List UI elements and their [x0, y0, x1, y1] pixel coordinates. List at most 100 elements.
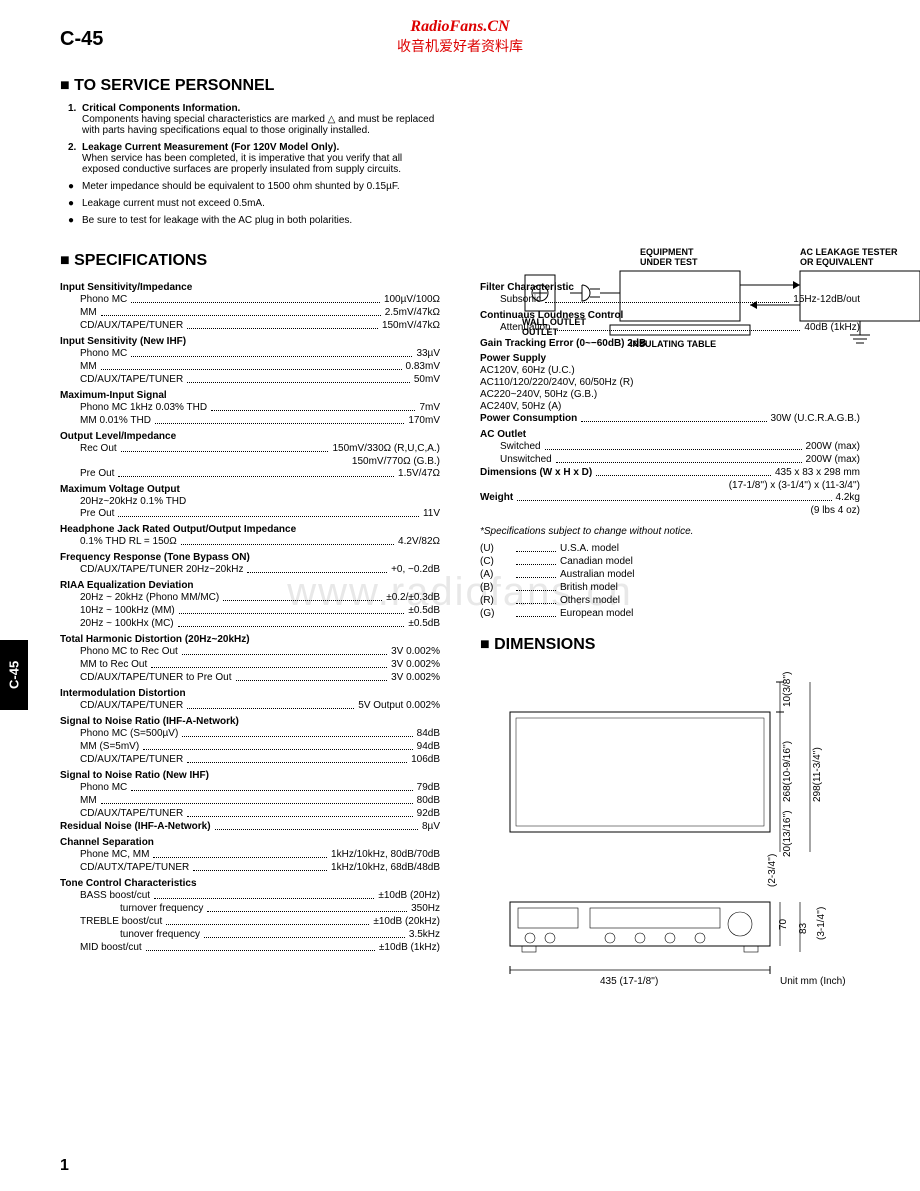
svg-text:435 (17-1/8''): 435 (17-1/8'') — [600, 976, 658, 987]
watermark-header: RadioFans.CN 收音机爱好者资料库 — [0, 18, 920, 56]
spec-row: Power Consumption30W (U.C.R.A.G.B.) — [480, 413, 860, 425]
spec-row: 0.1% THD RL = 150Ω4.2V/82Ω — [60, 536, 440, 548]
specs-left-column: Input Sensitivity/ImpedancePhono MC100µV… — [60, 278, 440, 1002]
spec-row: MM2.5mV/47kΩ — [60, 307, 440, 319]
spec-group: Tone Control Characteristics — [60, 878, 440, 889]
svg-text:UNDER TEST: UNDER TEST — [640, 257, 698, 267]
spec-row: CD/AUX/TAPE/TUNER92dB — [60, 808, 440, 820]
spec-row: MID boost/cut±10dB (1kHz) — [60, 942, 440, 954]
spec-group: Power Supply — [480, 353, 860, 364]
spec-row: 20Hz~20kHz 0.1% THD — [60, 496, 440, 507]
spec-row: BASS boost/cut±10dB (20Hz) — [60, 890, 440, 902]
svg-text:268(10-9/16''): 268(10-9/16'') — [782, 741, 793, 802]
spec-row: Phono MC79dB — [60, 782, 440, 794]
spec-group: Gain Tracking Error (0~−60dB) 2dB — [480, 338, 860, 349]
spec-row: MM (S=5mV)94dB — [60, 741, 440, 753]
spec-plain: AC240V, 50Hz (A) — [480, 401, 860, 412]
spec-row: Weight4.2kg — [480, 492, 860, 504]
spec-row: Phono MC 1kHz 0.03% THD7mV — [60, 402, 440, 414]
spec-group: Frequency Response (Tone Bypass ON) — [60, 552, 440, 563]
spec-row: Rec Out150mV/330Ω (R,U,C,A.) — [60, 443, 440, 455]
dimensions-diagram: 10(3/8'') 268(10-9/16'') 298(11-3/4'') 2… — [480, 662, 880, 1002]
spec-value-only: (17-1/8'') x (3-1/4'') x (11-3/4'') — [480, 480, 860, 491]
svg-text:70: 70 — [778, 918, 789, 930]
spec-row: CD/AUX/TAPE/TUNER106dB — [60, 754, 440, 766]
spec-row: CD/AUX/TAPE/TUNER 20Hz~20kHz+0, −0.2dB — [60, 564, 440, 576]
spec-row: CD/AUX/TAPE/TUNER5V Output 0.002% — [60, 700, 440, 712]
specs-right-column: Filter CharacteristicSubsonic15Hz-12dB/o… — [480, 278, 860, 1002]
spec-group: Intermodulation Distortion — [60, 688, 440, 699]
spec-group: Maximum Voltage Output — [60, 484, 440, 495]
spec-row: MM80dB — [60, 795, 440, 807]
spec-row: 10Hz ~ 100kHz (MM)±0.5dB — [60, 605, 440, 617]
spec-note: *Specifications subject to change withou… — [480, 526, 860, 537]
svg-text:83: 83 — [798, 922, 809, 934]
model-code-row: (C)Canadian model — [480, 556, 860, 568]
spec-row: Dimensions (W x H x D)435 x 83 x 298 mm — [480, 467, 860, 479]
spec-row: Subsonic15Hz-12dB/out — [480, 294, 860, 306]
service-item: ●Leakage current must not exceed 0.5mA. — [68, 198, 438, 209]
spec-group: Output Level/Impedance — [60, 431, 440, 442]
svg-text:(3-1/4''): (3-1/4'') — [816, 907, 827, 940]
page-number: 1 — [60, 1157, 69, 1175]
spec-group: AC Outlet — [480, 429, 860, 440]
svg-text:10(3/8''): 10(3/8'') — [782, 671, 793, 707]
svg-text:OR EQUIVALENT: OR EQUIVALENT — [800, 257, 874, 267]
spec-row: Switched200W (max) — [480, 441, 860, 453]
spec-row: Residual Noise (IHF-A-Network)8µV — [60, 821, 440, 833]
spec-row: Phono MC33µV — [60, 348, 440, 360]
svg-text:(2-3/4''): (2-3/4'') — [767, 854, 778, 887]
spec-group: Headphone Jack Rated Output/Output Imped… — [60, 524, 440, 535]
model-code-row: (U)U.S.A. model — [480, 543, 860, 555]
watermark-line1: RadioFans.CN — [0, 18, 920, 36]
spec-plain: AC120V, 60Hz (U.C.) — [480, 365, 860, 376]
spec-group: Input Sensitivity (New IHF) — [60, 336, 440, 347]
spec-row: Phono MC to Rec Out3V 0.002% — [60, 646, 440, 658]
spec-group: Maximum-Input Signal — [60, 390, 440, 401]
service-heading: TO SERVICE PERSONNEL — [60, 77, 880, 95]
spec-row: Pre Out11V — [60, 508, 440, 520]
watermark-line2: 收音机爱好者资料库 — [0, 36, 920, 56]
spec-row: turnover frequency350Hz — [60, 903, 440, 915]
spec-row: MM to Rec Out3V 0.002% — [60, 659, 440, 671]
spec-group: Total Harmonic Distortion (20Hz~20kHz) — [60, 634, 440, 645]
spec-row: 20Hz ~ 20kHz (Phono MM/MC)±0.2/±0.3dB — [60, 592, 440, 604]
svg-text:298(11-3/4''): 298(11-3/4'') — [812, 747, 823, 802]
svg-text:20(13/16''): 20(13/16'') — [782, 810, 793, 857]
spec-value-only: (9 lbs 4 oz) — [480, 505, 860, 516]
spec-group: Signal to Noise Ratio (New IHF) — [60, 770, 440, 781]
spec-group: Continuaus Loudness Control — [480, 310, 860, 321]
model-code-row: (B)British model — [480, 582, 860, 594]
spec-row: Phono MC (S=500µV)84dB — [60, 728, 440, 740]
svg-text:Unit mm (Inch): Unit mm (Inch) — [780, 976, 846, 987]
spec-value-only: 150mV/770Ω (G.B.) — [60, 456, 440, 467]
spec-row: TREBLE boost/cut±10dB (20kHz) — [60, 916, 440, 928]
svg-text:AC LEAKAGE TESTER: AC LEAKAGE TESTER — [800, 247, 898, 257]
spec-row: Pre Out1.5V/47Ω — [60, 468, 440, 480]
spec-row: CD/AUX/TAPE/TUNER to Pre Out3V 0.002% — [60, 672, 440, 684]
spec-row: 20Hz ~ 100kHx (MC)±0.5dB — [60, 618, 440, 630]
service-list: 1.Critical Components Information.Compon… — [68, 103, 438, 226]
service-item: 1.Critical Components Information.Compon… — [68, 103, 438, 136]
spec-row: MM 0.01% THD170mV — [60, 415, 440, 427]
service-item: 2.Leakage Current Measurement (For 120V … — [68, 142, 438, 175]
spec-row: CD/AUTX/TAPE/TUNER1kHz/10kHz, 68dB/48dB — [60, 862, 440, 874]
model-code-row: (A)Australian model — [480, 569, 860, 581]
spec-row: Phono MC100µV/100Ω — [60, 294, 440, 306]
model-code-row: (R)Others model — [480, 595, 860, 607]
spec-group: Filter Characteristic — [480, 282, 860, 293]
model-code-row: (G)European model — [480, 608, 860, 620]
spec-group: Channel Separation — [60, 837, 440, 848]
model-code-table: (U)U.S.A. model(C)Canadian model(A)Austr… — [480, 543, 860, 620]
spec-row: MM0.83mV — [60, 361, 440, 373]
service-item: ●Meter impedance should be equivalent to… — [68, 181, 438, 192]
spec-plain: AC220~240V, 50Hz (G.B.) — [480, 389, 860, 400]
service-item: ●Be sure to test for leakage with the AC… — [68, 215, 438, 226]
side-tab-model: C-45 — [0, 640, 28, 710]
spec-plain: AC110/120/220/240V, 60/50Hz (R) — [480, 377, 860, 388]
spec-row: CD/AUX/TAPE/TUNER50mV — [60, 374, 440, 386]
spec-row: CD/AUX/TAPE/TUNER150mV/47kΩ — [60, 320, 440, 332]
spec-row: Attenuation40dB (1kHz) — [480, 322, 860, 334]
spec-group: Signal to Noise Ratio (IHF-A-Network) — [60, 716, 440, 727]
spec-group: Input Sensitivity/Impedance — [60, 282, 440, 293]
